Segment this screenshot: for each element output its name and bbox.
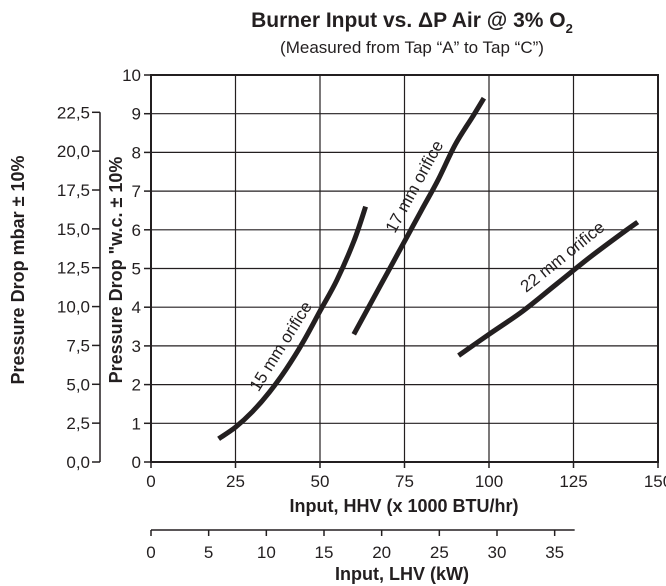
mbar-axis-ticks: 0,0 2,5 5,0 7,5 10,0 12,5 15,0 17,5 20,0 22,5: [57, 103, 101, 472]
mbar-tick-label: 22,5: [57, 103, 90, 122]
lhv-axis-title: Input, LHV (kW): [335, 564, 469, 584]
x-tick-label: 50: [311, 472, 330, 491]
x-tick-label: 125: [559, 472, 587, 491]
y-tick-label: 10: [122, 66, 141, 85]
y-axis-ticks: 0 1 2 3 4 5 6 7 8 9 10: [122, 66, 151, 472]
y-tick-label: 8: [132, 143, 141, 162]
lhv-tick-label: 35: [545, 543, 564, 562]
grid: [150, 74, 659, 463]
mbar-tick-label: 20,0: [57, 142, 90, 161]
x-axis-title: Input, HHV (x 1000 BTU/hr): [289, 496, 518, 516]
y-axis-title: Pressure Drop "w.c. ± 10%: [106, 157, 126, 384]
mbar-tick-label: 10,0: [57, 298, 90, 317]
mbar-tick-label: 15,0: [57, 220, 90, 239]
y-tick-label: 3: [132, 337, 141, 356]
mbar-tick-label: 17,5: [57, 181, 90, 200]
lhv-axis: 0 5 10 15 20 25 30 35: [146, 529, 575, 562]
y-tick-label: 9: [132, 105, 141, 124]
y-tick-label: 5: [132, 260, 141, 279]
y-tick-label: 7: [132, 182, 141, 201]
mbar-tick-label: 5,0: [66, 375, 90, 394]
lhv-tick-label: 15: [315, 543, 334, 562]
lhv-tick-label: 20: [372, 543, 391, 562]
x-tick-label: 100: [475, 472, 503, 491]
lhv-tick-label: 5: [204, 543, 213, 562]
y-tick-label: 4: [132, 298, 141, 317]
lhv-tick-label: 0: [146, 543, 155, 562]
y-tick-label: 6: [132, 221, 141, 240]
series-line: [351, 96, 487, 336]
mbar-tick-label: 2,5: [66, 414, 90, 433]
series-line: [457, 220, 640, 358]
lhv-tick-label: 10: [257, 543, 276, 562]
lhv-tick-label: 25: [430, 543, 449, 562]
y-tick-label: 0: [132, 453, 141, 472]
y-tick-label: 1: [132, 414, 141, 433]
x-tick-label: 25: [226, 472, 245, 491]
series-line: [217, 205, 368, 441]
x-tick-label: 0: [146, 472, 155, 491]
chart-subtitle: (Measured from Tap “A” to Tap “C”): [280, 38, 544, 57]
x-tick-label: 150: [644, 472, 666, 491]
chart-title: Burner Input vs. ΔP Air @ 3% O2: [251, 9, 573, 36]
lhv-tick-label: 30: [488, 543, 507, 562]
mbar-tick-label: 12,5: [57, 259, 90, 278]
mbar-tick-label: 0,0: [66, 453, 90, 472]
y-tick-label: 2: [132, 376, 141, 395]
mbar-axis-title: Pressure Drop mbar ± 10%: [8, 156, 28, 385]
x-tick-label: 75: [395, 472, 414, 491]
mbar-tick-label: 7,5: [66, 336, 90, 355]
x-axis-ticks: 0 25 50 75 100 125 150: [146, 462, 666, 491]
